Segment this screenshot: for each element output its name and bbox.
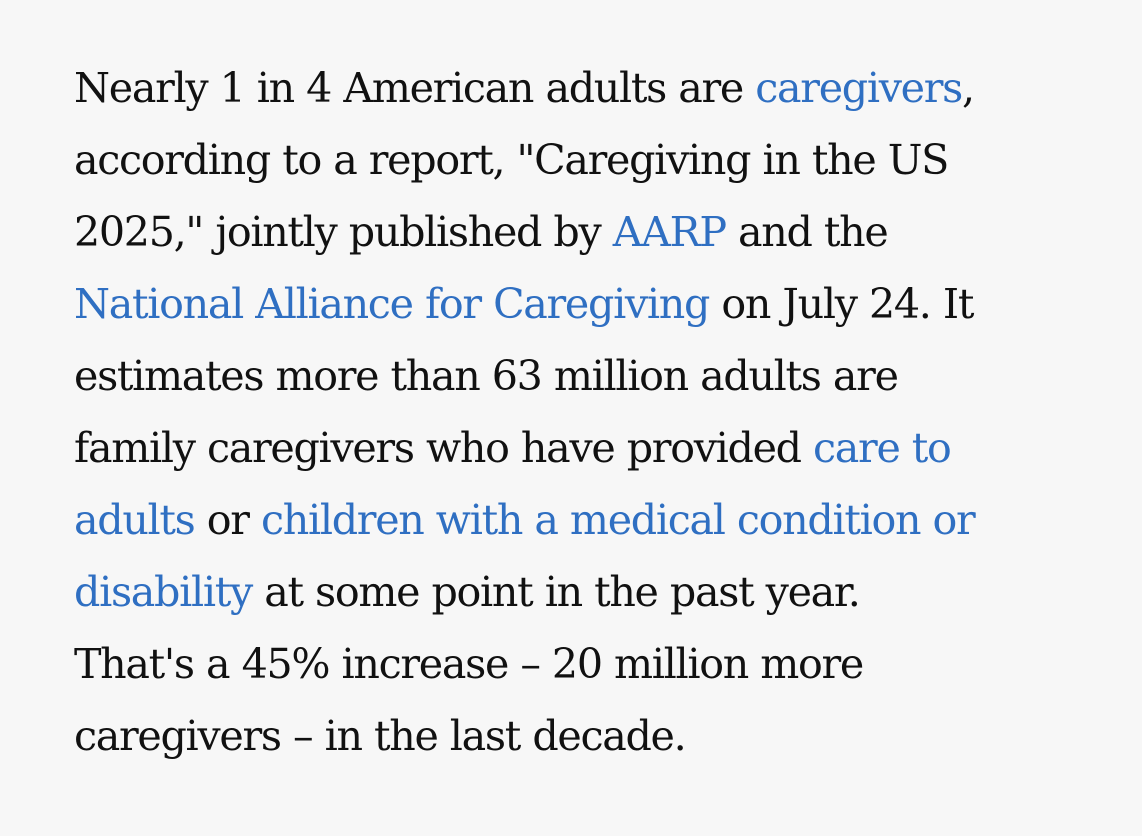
text-segment: , (961, 64, 975, 112)
text-segment: family caregivers who have provided (74, 424, 814, 472)
text-segment: according to a report, "Caregiving in th… (74, 136, 949, 184)
text-segment: caregivers – in the last decade. (74, 712, 687, 760)
paragraph-line-3: 2025," jointly published by AARP and the (74, 196, 1084, 268)
link-care-to-adults[interactable]: care to (813, 424, 952, 472)
paragraph-line-7: adults or children with a medical condit… (74, 484, 1084, 556)
article-paragraph: Nearly 1 in 4 American adults are caregi… (74, 52, 1084, 772)
link-caregivers[interactable]: caregivers (755, 64, 963, 112)
link-children-with-medical-condition[interactable]: children with a medical condition or (261, 496, 976, 544)
link-aarp[interactable]: AARP (612, 208, 727, 256)
text-segment: at some point in the past year. (251, 568, 861, 616)
paragraph-line-4: National Alliance for Caregiving on July… (74, 268, 1084, 340)
link-children-with-medical-condition[interactable]: disability (74, 568, 253, 616)
text-segment: Nearly 1 in 4 American adults are (74, 64, 756, 112)
paragraph-line-8: disability at some point in the past yea… (74, 556, 1084, 628)
paragraph-line-10: caregivers – in the last decade. (74, 700, 1084, 772)
paragraph-line-5: estimates more than 63 million adults ar… (74, 340, 1084, 412)
text-segment: 2025," jointly published by (74, 208, 613, 256)
paragraph-line-2: according to a report, "Caregiving in th… (74, 124, 1084, 196)
link-national-alliance-for-caregiving[interactable]: National Alliance for Caregiving (74, 280, 710, 328)
text-segment: on July 24. It (709, 280, 974, 328)
text-segment: and the (725, 208, 889, 256)
text-segment: estimates more than 63 million adults ar… (74, 352, 899, 400)
paragraph-line-1: Nearly 1 in 4 American adults are caregi… (74, 52, 1084, 124)
text-segment: That's a 45% increase – 20 million more (74, 640, 864, 688)
paragraph-line-9: That's a 45% increase – 20 million more (74, 628, 1084, 700)
text-segment: or (194, 496, 261, 544)
link-care-to-adults[interactable]: adults (74, 496, 196, 544)
paragraph-line-6: family caregivers who have provided care… (74, 412, 1084, 484)
